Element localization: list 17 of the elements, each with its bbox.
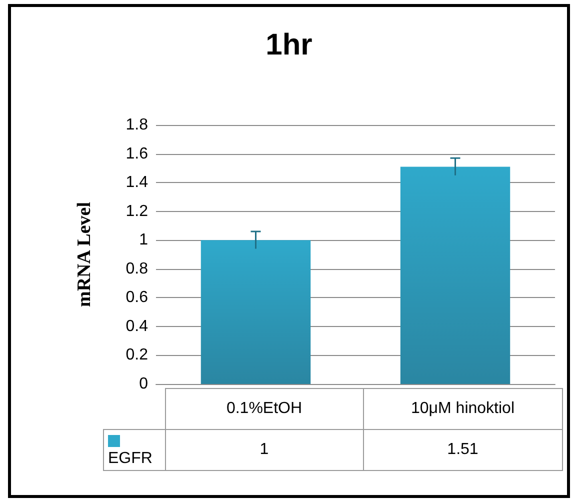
y-axis-title: mRNA Level	[74, 202, 95, 308]
chart-title: 1hr	[266, 28, 313, 62]
y-tick-label: 0.8	[126, 260, 148, 278]
y-tick-label: 1.4	[126, 174, 148, 192]
y-tick-label: 0	[139, 376, 148, 392]
x-tick-label: 10μM hinoktiol	[364, 388, 562, 430]
y-tick-label: 0.2	[126, 346, 148, 364]
y-tick-label: 1.2	[126, 202, 148, 220]
y-tick-label: 1.6	[126, 145, 148, 162]
y-tick-label: 0.4	[126, 318, 148, 335]
x-tick-label: 0.1%EtOH	[165, 388, 364, 430]
y-tick-label: 1	[139, 232, 148, 249]
y-tick-label: 1.8	[126, 116, 148, 134]
data-label: 1.51	[364, 430, 562, 470]
legend-label: EGFR	[104, 430, 165, 470]
y-tick-label: 0.6	[126, 289, 148, 306]
data-label: 1	[165, 430, 364, 470]
